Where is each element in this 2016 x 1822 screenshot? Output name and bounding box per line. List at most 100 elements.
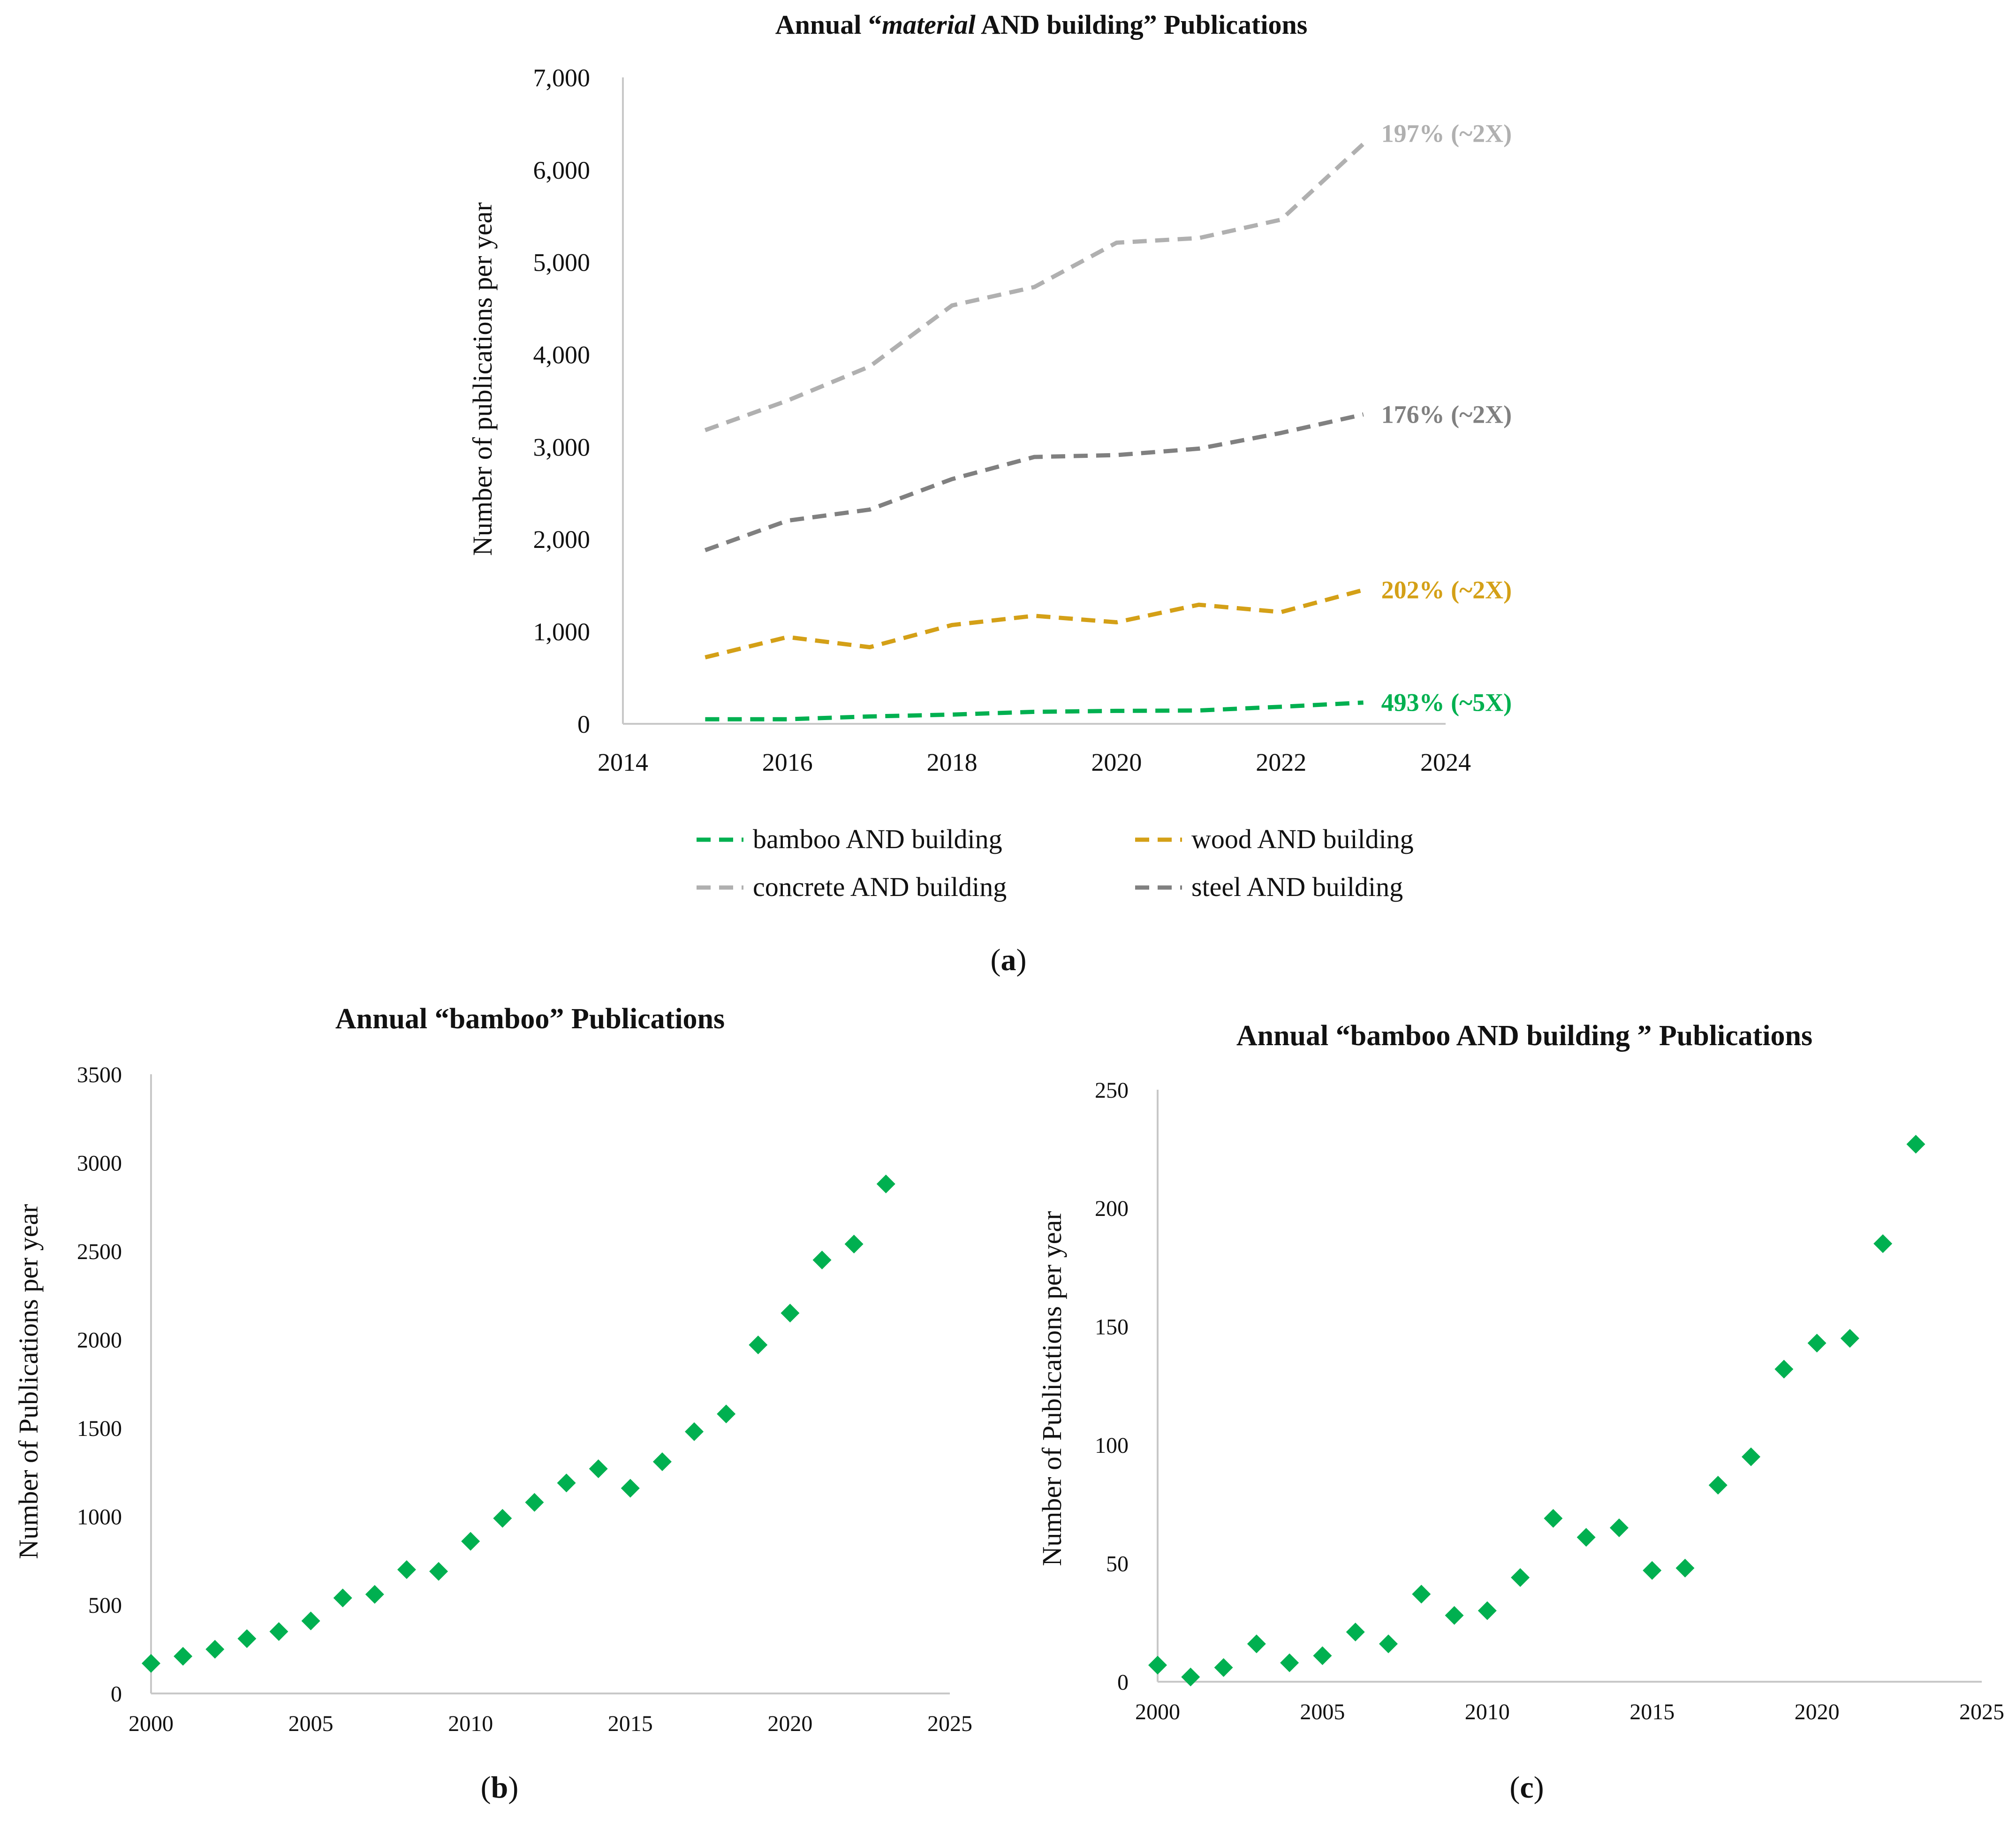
panel-a-y-tick-label: 5,000 — [533, 249, 591, 277]
panel-c-data-point — [1840, 1329, 1859, 1348]
panel-c-title: Annual “bamboo AND building ” Publicatio… — [1236, 1020, 1812, 1052]
panel-c-x-tick-label: 2015 — [1629, 1700, 1675, 1724]
panel-c-y-tick-label: 250 — [1095, 1078, 1129, 1103]
panel-c-y-tick-label: 0 — [1117, 1670, 1129, 1695]
panel-b-x-tick-label: 2005 — [288, 1711, 333, 1736]
panel-c-data-point — [1742, 1447, 1761, 1466]
legend-label-concrete: concrete AND building — [753, 872, 1007, 902]
panel-a-caption: (a) — [991, 943, 1027, 977]
panel-b-y-tick-label: 1500 — [77, 1416, 122, 1441]
panel-b-x-tick-label: 2020 — [767, 1711, 812, 1736]
panel-c-data-point — [1247, 1634, 1266, 1654]
panel-c-data-point — [1544, 1509, 1563, 1528]
panel-b: Annual “bamboo” Publications Number of P… — [13, 1003, 972, 1805]
panel-c-data-point — [1412, 1585, 1431, 1604]
panel-a-legend: bamboo AND building wood AND building co… — [697, 824, 1414, 902]
panel-b-data-point — [269, 1622, 288, 1641]
panel-b-data-point — [397, 1560, 416, 1579]
panel-c-data-point — [1478, 1601, 1497, 1620]
panel-a-y-tick-label: 3,000 — [533, 433, 591, 461]
panel-c-y-tick-label: 200 — [1095, 1196, 1129, 1221]
panel-c-data-point — [1807, 1334, 1827, 1353]
panel-b-y-axis-label: Number of Publications per year — [13, 1204, 44, 1559]
panel-b-data-point — [142, 1654, 160, 1673]
panel-b-y-tick-label: 2500 — [77, 1239, 122, 1264]
end-label-wood: 202% (~2X) — [1381, 576, 1512, 604]
panel-b-data-point — [652, 1452, 672, 1471]
panel-b-x-tick-label: 2000 — [129, 1711, 174, 1736]
panel-b-title: Annual “bamboo” Publications — [335, 1003, 725, 1035]
panel-b-data-point — [365, 1585, 384, 1604]
panel-b-data-point — [493, 1509, 512, 1528]
panel-c-data-point — [1873, 1234, 1893, 1253]
legend-item-concrete[interactable]: concrete AND building — [697, 872, 1007, 902]
panel-b-y-tick-label: 2000 — [77, 1328, 122, 1353]
panel-b-y-tick-label: 3500 — [77, 1063, 122, 1087]
panel-a: Annual “material AND building” Publicati… — [467, 9, 1512, 977]
legend-label-wood: wood AND building — [1191, 824, 1414, 854]
panel-a-y-tick-label: 2,000 — [533, 525, 591, 554]
panel-b-x-tick-label: 2010 — [448, 1711, 493, 1736]
panel-c-data-point — [1675, 1558, 1695, 1578]
panel-c: Annual “bamboo AND building ” Publicatio… — [1037, 1020, 2004, 1805]
legend-item-bamboo[interactable]: bamboo AND building — [697, 824, 1002, 854]
panel-c-x-tick-label: 2005 — [1300, 1700, 1345, 1724]
panel-b-data-point — [174, 1647, 193, 1666]
panel-b-data-point — [749, 1336, 768, 1355]
panel-c-data-point — [1609, 1518, 1629, 1537]
panel-a-y-axis-label: Number of publications per year — [467, 202, 498, 556]
panel-b-y-tick-label: 1000 — [77, 1505, 122, 1530]
panel-c-data-point — [1906, 1135, 1925, 1154]
panel-a-x-tick-label: 2020 — [1091, 748, 1142, 776]
panel-a-y-tick-label: 6,000 — [533, 156, 591, 184]
panel-c-data-point — [1148, 1655, 1167, 1675]
panel-b-x-tick-label: 2015 — [608, 1711, 653, 1736]
panel-b-data-point — [621, 1479, 640, 1498]
panel-c-data-point — [1576, 1528, 1596, 1547]
legend-item-wood[interactable]: wood AND building — [1135, 824, 1414, 854]
panel-c-data-point — [1214, 1658, 1233, 1677]
panel-c-caption: (c) — [1509, 1770, 1544, 1805]
panel-b-data-point — [237, 1629, 257, 1648]
panel-c-data-point — [1280, 1653, 1299, 1672]
panel-b-data-point — [844, 1235, 864, 1254]
panel-a-x-tick-label: 2022 — [1256, 748, 1306, 776]
panel-a-y-tick-label: 7,000 — [533, 64, 591, 92]
end-label-steel: 176% (~2X) — [1381, 401, 1512, 429]
series-line-concrete — [704, 142, 1365, 433]
panel-a-x-tick-label: 2016 — [762, 748, 813, 776]
end-label-bamboo: 493% (~5X) — [1381, 689, 1512, 717]
panel-b-data-point — [333, 1588, 352, 1608]
panel-c-y-tick-label: 100 — [1095, 1433, 1129, 1458]
panel-b-data-point — [525, 1493, 544, 1512]
panel-b-data-point — [557, 1473, 576, 1493]
panel-c-x-tick-label: 2020 — [1795, 1700, 1840, 1724]
panel-c-data-point — [1346, 1622, 1365, 1641]
panel-b-data-point — [812, 1251, 832, 1269]
series-line-bamboo — [705, 700, 1364, 721]
panel-a-x-tick-label: 2024 — [1420, 748, 1471, 776]
end-label-concrete: 197% (~2X) — [1381, 120, 1512, 148]
series-line-wood — [705, 588, 1364, 660]
panel-c-data-point — [1445, 1606, 1464, 1625]
panel-a-y-tick-label: 4,000 — [533, 341, 591, 369]
panel-c-x-tick-label: 2025 — [1959, 1700, 2004, 1724]
panel-c-x-tick-label: 2000 — [1135, 1700, 1180, 1724]
panel-b-data-point — [205, 1640, 225, 1659]
panel-b-data-point — [429, 1562, 448, 1581]
panel-c-y-axis-label: Number of Publications per year — [1037, 1211, 1067, 1566]
panel-b-y-tick-label: 0 — [111, 1682, 122, 1707]
legend-item-steel[interactable]: steel AND building — [1135, 872, 1403, 902]
legend-label-steel: steel AND building — [1191, 872, 1403, 902]
panel-a-x-tick-label: 2014 — [598, 748, 648, 776]
panel-a-y-tick-label: 1,000 — [533, 618, 591, 646]
legend-label-bamboo: bamboo AND building — [753, 824, 1002, 854]
panel-c-data-point — [1511, 1568, 1530, 1587]
panel-c-data-point — [1181, 1667, 1200, 1686]
panel-c-data-point — [1774, 1359, 1794, 1379]
panel-b-x-tick-label: 2025 — [927, 1711, 972, 1736]
panel-b-caption: (b) — [481, 1770, 519, 1805]
panel-b-data-point — [781, 1304, 800, 1323]
series-line-steel — [704, 412, 1364, 553]
panel-b-y-tick-label: 500 — [88, 1593, 122, 1618]
